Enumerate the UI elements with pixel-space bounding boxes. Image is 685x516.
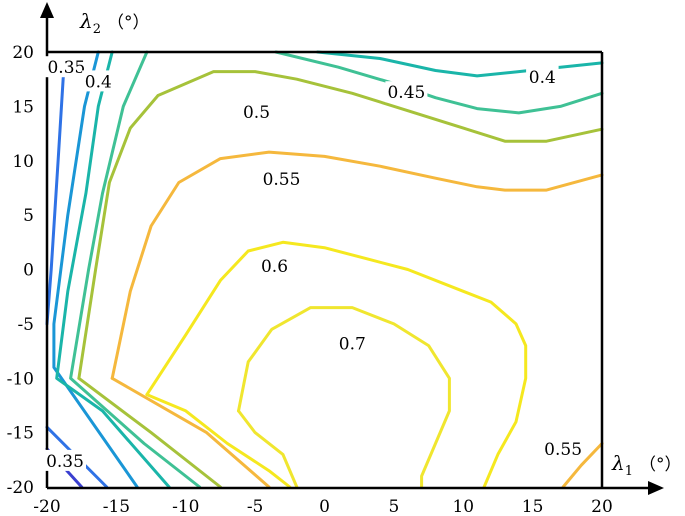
contour-label: 0.4 xyxy=(85,72,112,92)
x-tick-label: -5 xyxy=(247,497,264,516)
y-tick-label: 5 xyxy=(23,206,34,226)
plot-frame xyxy=(40,2,664,495)
y-tick-label: -20 xyxy=(7,478,34,498)
contour-line-0-6-1 xyxy=(145,393,292,489)
y-tick-label: 20 xyxy=(12,43,34,63)
x-tick-label: -15 xyxy=(103,497,130,516)
contour-label: 0.7 xyxy=(339,335,366,355)
contour-labels: 0.350.40.50.450.40.550.60.70.350.55 xyxy=(44,56,585,472)
contour-line-0-7-0 xyxy=(237,306,451,489)
contour-line-0-6-0 xyxy=(145,240,528,489)
x-tick-label: 0 xyxy=(319,497,330,516)
contour-line-0-4-1 xyxy=(316,50,604,78)
y-tick-label: 0 xyxy=(23,261,34,281)
contour-line-0-55-0 xyxy=(110,150,604,380)
contour-label: 0.4 xyxy=(529,68,556,88)
y-tick-label: -10 xyxy=(7,369,34,389)
contour-label-bg xyxy=(45,56,88,78)
y-tick-label: 10 xyxy=(12,152,34,172)
contour-label-bg xyxy=(82,70,115,92)
contour-label-bg xyxy=(526,66,559,87)
x-axis-arrow xyxy=(648,481,664,495)
contour-line-0-55-1 xyxy=(110,376,271,489)
y-axis-title: λ2 （°） xyxy=(79,9,149,37)
y-tick-label: -15 xyxy=(7,424,34,444)
x-tick-label: -10 xyxy=(172,497,199,516)
contour-label: 0.6 xyxy=(261,257,288,277)
contour-label: 0.45 xyxy=(387,83,425,103)
contour-label-bg xyxy=(258,255,291,277)
contour-label: 0.35 xyxy=(46,452,84,472)
x-tick-label: 5 xyxy=(388,497,399,516)
contour-label-bg xyxy=(260,168,303,190)
contour-line-0-45-1 xyxy=(274,50,604,115)
contour-label-bg xyxy=(336,332,369,354)
contour-label: 0.55 xyxy=(544,440,582,460)
x-tick-label: -20 xyxy=(33,497,60,516)
contour-label: 0.5 xyxy=(243,103,270,123)
x-tick-label: 20 xyxy=(591,497,613,516)
x-axis-title: λ1 （°） xyxy=(611,451,681,479)
contour-label-bg xyxy=(542,437,585,459)
y-axis-arrow xyxy=(40,2,54,18)
x-tick-label: 15 xyxy=(522,497,544,516)
contour-line-0-45-0 xyxy=(69,50,202,489)
contour-line-0-5-0 xyxy=(77,70,604,380)
x-tick-label: 10 xyxy=(452,497,474,516)
contour-lines xyxy=(45,50,604,489)
contour-line-0-4-0 xyxy=(55,50,171,489)
y-tick-label: 15 xyxy=(12,97,34,117)
contour-line-0-55-2 xyxy=(561,442,604,489)
y-tick-labels: -20 -15 -10 -5 0 5 10 15 20 xyxy=(7,43,34,498)
contour-label-bg xyxy=(240,100,273,122)
contour-line-0-5-1 xyxy=(77,376,222,489)
contour-label-bg xyxy=(385,81,428,103)
x-tick-labels: -20 -15 -10 -5 0 5 10 15 20 xyxy=(33,497,613,516)
contour-label: 0.35 xyxy=(47,58,85,78)
contour-line-0-35-0 xyxy=(45,70,66,326)
contour-label-bg xyxy=(44,449,86,471)
contour-line-0-7-1 xyxy=(237,409,299,489)
y-tick-label: -5 xyxy=(17,315,34,335)
contour-label: 0.55 xyxy=(263,170,301,190)
